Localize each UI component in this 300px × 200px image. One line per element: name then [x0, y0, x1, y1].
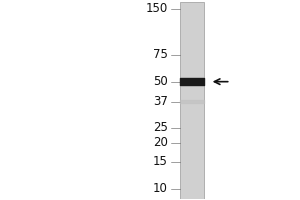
- Text: 75: 75: [153, 48, 168, 61]
- Text: 25: 25: [153, 121, 168, 134]
- Text: 15: 15: [153, 155, 168, 168]
- Text: 20: 20: [153, 136, 168, 149]
- Bar: [180, 2, 204, 199]
- Text: 150: 150: [146, 2, 168, 15]
- Text: 50: 50: [153, 75, 168, 88]
- Text: 37: 37: [153, 95, 168, 108]
- Text: 10: 10: [153, 182, 168, 195]
